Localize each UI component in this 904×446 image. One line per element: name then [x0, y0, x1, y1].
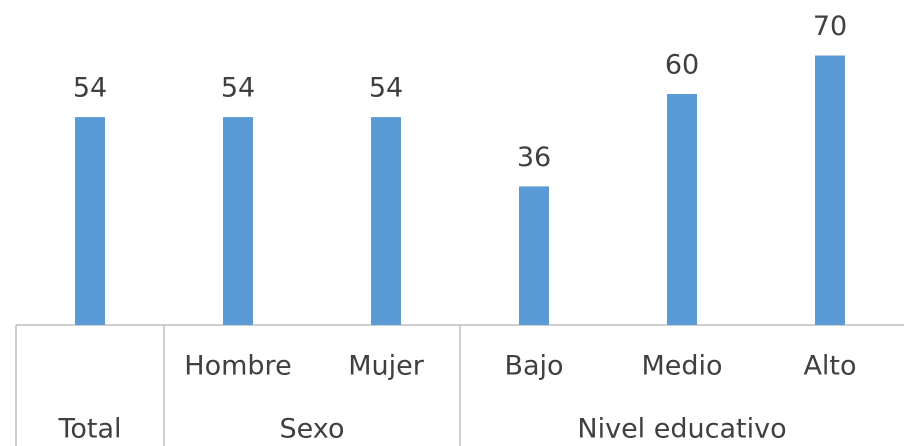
data-label: 54: [369, 73, 403, 104]
group-label: Nivel educativo: [577, 414, 786, 445]
bar: [371, 117, 401, 325]
data-label: 54: [221, 73, 255, 104]
data-label: 54: [73, 73, 107, 104]
bar: [223, 117, 253, 325]
x-tick-label: Alto: [803, 351, 856, 382]
x-tick-label: Medio: [641, 351, 722, 382]
bar: [75, 117, 105, 325]
group-label: Total: [57, 414, 121, 445]
x-tick-label: Bajo: [504, 351, 563, 382]
group-label: Sexo: [280, 414, 345, 445]
data-label: 36: [517, 142, 551, 173]
x-tick-label: Mujer: [348, 351, 425, 382]
bar: [667, 94, 697, 325]
bar: [815, 55, 845, 325]
x-tick-label: Hombre: [184, 351, 291, 382]
data-label: 60: [665, 50, 699, 81]
data-label: 70: [813, 11, 847, 42]
bar: [519, 186, 549, 325]
